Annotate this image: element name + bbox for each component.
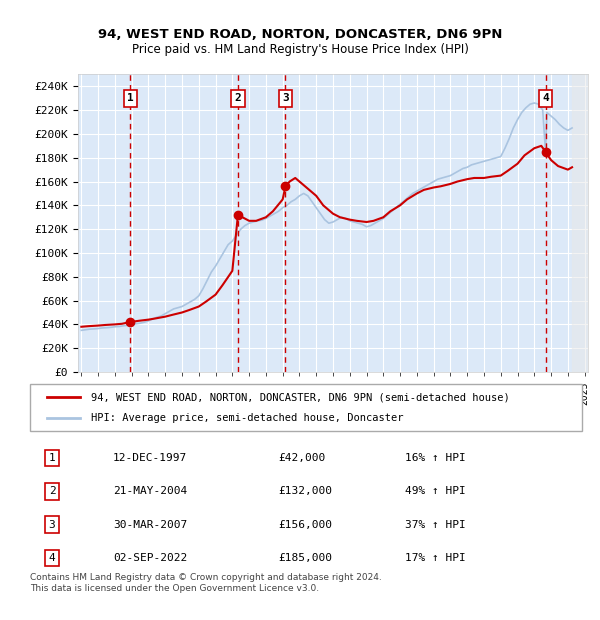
Text: 49% ↑ HPI: 49% ↑ HPI bbox=[406, 486, 466, 497]
Text: Price paid vs. HM Land Registry's House Price Index (HPI): Price paid vs. HM Land Registry's House … bbox=[131, 43, 469, 56]
Text: 37% ↑ HPI: 37% ↑ HPI bbox=[406, 520, 466, 529]
Text: 21-MAY-2004: 21-MAY-2004 bbox=[113, 486, 187, 497]
Text: 3: 3 bbox=[49, 520, 55, 529]
Text: 4: 4 bbox=[49, 553, 55, 563]
Text: 12-DEC-1997: 12-DEC-1997 bbox=[113, 453, 187, 463]
Text: 2: 2 bbox=[49, 486, 55, 497]
FancyBboxPatch shape bbox=[30, 384, 582, 431]
Text: £42,000: £42,000 bbox=[278, 453, 326, 463]
Text: 2: 2 bbox=[235, 93, 241, 103]
Text: 3: 3 bbox=[282, 93, 289, 103]
Text: 1: 1 bbox=[49, 453, 55, 463]
Bar bbox=[572, 74, 593, 372]
Text: 30-MAR-2007: 30-MAR-2007 bbox=[113, 520, 187, 529]
Text: 16% ↑ HPI: 16% ↑ HPI bbox=[406, 453, 466, 463]
Text: 02-SEP-2022: 02-SEP-2022 bbox=[113, 553, 187, 563]
Text: 1: 1 bbox=[127, 93, 134, 103]
Text: 4: 4 bbox=[542, 93, 549, 103]
Text: Contains HM Land Registry data © Crown copyright and database right 2024.
This d: Contains HM Land Registry data © Crown c… bbox=[30, 574, 382, 593]
Text: £132,000: £132,000 bbox=[278, 486, 332, 497]
Text: HPI: Average price, semi-detached house, Doncaster: HPI: Average price, semi-detached house,… bbox=[91, 413, 403, 423]
Text: 17% ↑ HPI: 17% ↑ HPI bbox=[406, 553, 466, 563]
Text: £156,000: £156,000 bbox=[278, 520, 332, 529]
Text: 94, WEST END ROAD, NORTON, DONCASTER, DN6 9PN (semi-detached house): 94, WEST END ROAD, NORTON, DONCASTER, DN… bbox=[91, 392, 509, 402]
Text: 94, WEST END ROAD, NORTON, DONCASTER, DN6 9PN: 94, WEST END ROAD, NORTON, DONCASTER, DN… bbox=[98, 28, 502, 41]
Text: £185,000: £185,000 bbox=[278, 553, 332, 563]
